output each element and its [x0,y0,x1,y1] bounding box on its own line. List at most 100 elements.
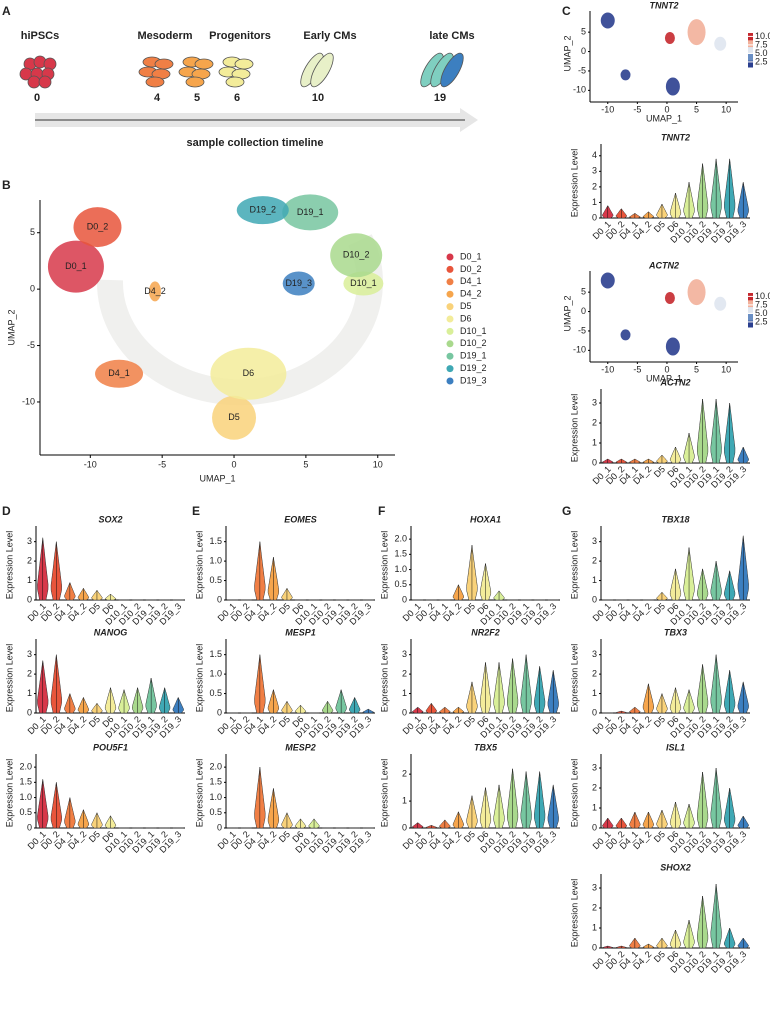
cell-icons [19,52,464,89]
colorbar-label: 5.0 [755,308,768,318]
y-tick-label: 1.5 [209,536,222,546]
legend-label: D6 [460,313,472,323]
y-tick-label: 1.5 [209,649,222,659]
legend-label: D0_1 [460,251,482,261]
gene-title: HOXA1 [470,514,501,524]
cluster-label: D19_3 [285,278,312,288]
cluster [210,347,287,400]
y-tick-label: 0 [592,212,597,222]
legend-label: D5 [460,301,472,311]
y-tick-label: 0 [581,46,586,56]
stage-label: hiPSCs [21,30,60,42]
y-tick-label: 0.5 [394,579,407,589]
y-tick-label: 1 [27,688,32,698]
y-tick-label: 0 [592,707,597,717]
legend-label: D19_3 [460,375,487,385]
x-tick-label: 10 [721,104,731,114]
y-axis-label: Expression Level [569,879,579,948]
x-tick-label: 5 [694,364,699,374]
y-tick-label: -10 [573,345,586,355]
y-tick-label: 1 [402,795,407,805]
y-tick-label: 3 [592,397,597,407]
day-label: 6 [234,92,240,104]
stage-label: Mesoderm [137,30,192,42]
cluster [47,240,104,293]
legend-marker [446,340,454,348]
y-tick-label: 0 [402,822,407,832]
cluster-label: D5 [228,412,240,422]
y-tick-label: 3 [27,536,32,546]
y-tick-label: 2.0 [19,762,32,772]
x-tick-label: 5 [303,459,308,469]
y-tick-label: 2.0 [394,534,407,544]
gene-title: MESP2 [285,742,316,752]
colorbar-segment [748,53,753,61]
day-label: 4 [154,92,161,104]
y-axis-label: Expression Level [569,531,579,600]
day-label: 0 [34,92,40,104]
legend-label: D4_2 [460,289,482,299]
gene-title: NANOG [94,627,128,637]
colorbar-label: 2.5 [755,56,768,66]
expression-blob [620,329,631,341]
y-axis-label: Expression Level [4,531,14,600]
gene-title: SHOX2 [660,862,691,872]
panel-label: A [2,4,11,18]
x-tick-label: 0 [232,459,237,469]
cluster [148,281,161,302]
gene-title: TNNT2 [661,132,690,142]
gene-title: ACTN2 [648,260,679,270]
expression-blob [664,291,675,304]
gene-title: TBX3 [664,627,687,637]
colorbar-segment [748,299,753,308]
expression-blob [664,31,675,44]
colorbar-segment [748,320,753,328]
expression-blob [665,77,680,96]
legend-marker [446,315,454,323]
y-tick-label: 1 [592,437,597,447]
gene-title: TNNT2 [650,0,679,10]
y-tick-label: 3 [592,536,597,546]
cluster-label: D10_1 [350,278,377,288]
y-tick-label: 4 [592,150,597,160]
cluster-label: D0_2 [87,221,109,231]
y-tick-label: 3 [592,762,597,772]
colorbar-label: 5.0 [755,48,768,58]
y-axis-label: UMAP_2 [562,35,572,71]
x-tick-label: 0 [664,364,669,374]
y-tick-label: -5 [578,325,586,335]
gene-title: TBX18 [661,514,689,524]
legend-marker [446,365,454,373]
legend-marker [446,377,454,385]
expression-blob [687,279,706,306]
x-axis-label: UMAP_1 [646,113,682,123]
legend-marker [446,253,454,261]
x-axis-label: UMAP_1 [199,473,235,483]
cluster [282,271,315,296]
colorbar-label: 7.5 [755,39,768,49]
y-tick-label: 0 [402,707,407,717]
x-tick-label: 10 [721,364,731,374]
timeline-label: sample collection timeline [187,137,324,149]
expression-blob [665,337,680,356]
y-tick-label: 1 [592,802,597,812]
y-axis-label: Expression Level [379,531,389,600]
y-tick-label: 1 [27,575,32,585]
cluster [343,271,384,296]
expression-blob [620,69,631,81]
y-tick-label: 0 [592,942,597,952]
cluster-label: D19_1 [297,207,324,217]
y-tick-label: 0 [402,594,407,604]
gene-title: SOX2 [98,514,122,524]
day-label: 10 [312,92,324,104]
gene-title: EOMES [284,514,317,524]
y-tick-label: 1.0 [209,555,222,565]
y-tick-label: 2 [592,417,597,427]
y-tick-label: 2 [402,668,407,678]
y-tick-label: 1 [592,197,597,207]
y-axis-label: UMAP_2 [562,295,572,331]
y-tick-label: 0 [30,284,35,294]
y-tick-label: 0.5 [209,688,222,698]
y-axis-label: Expression Level [4,644,14,713]
